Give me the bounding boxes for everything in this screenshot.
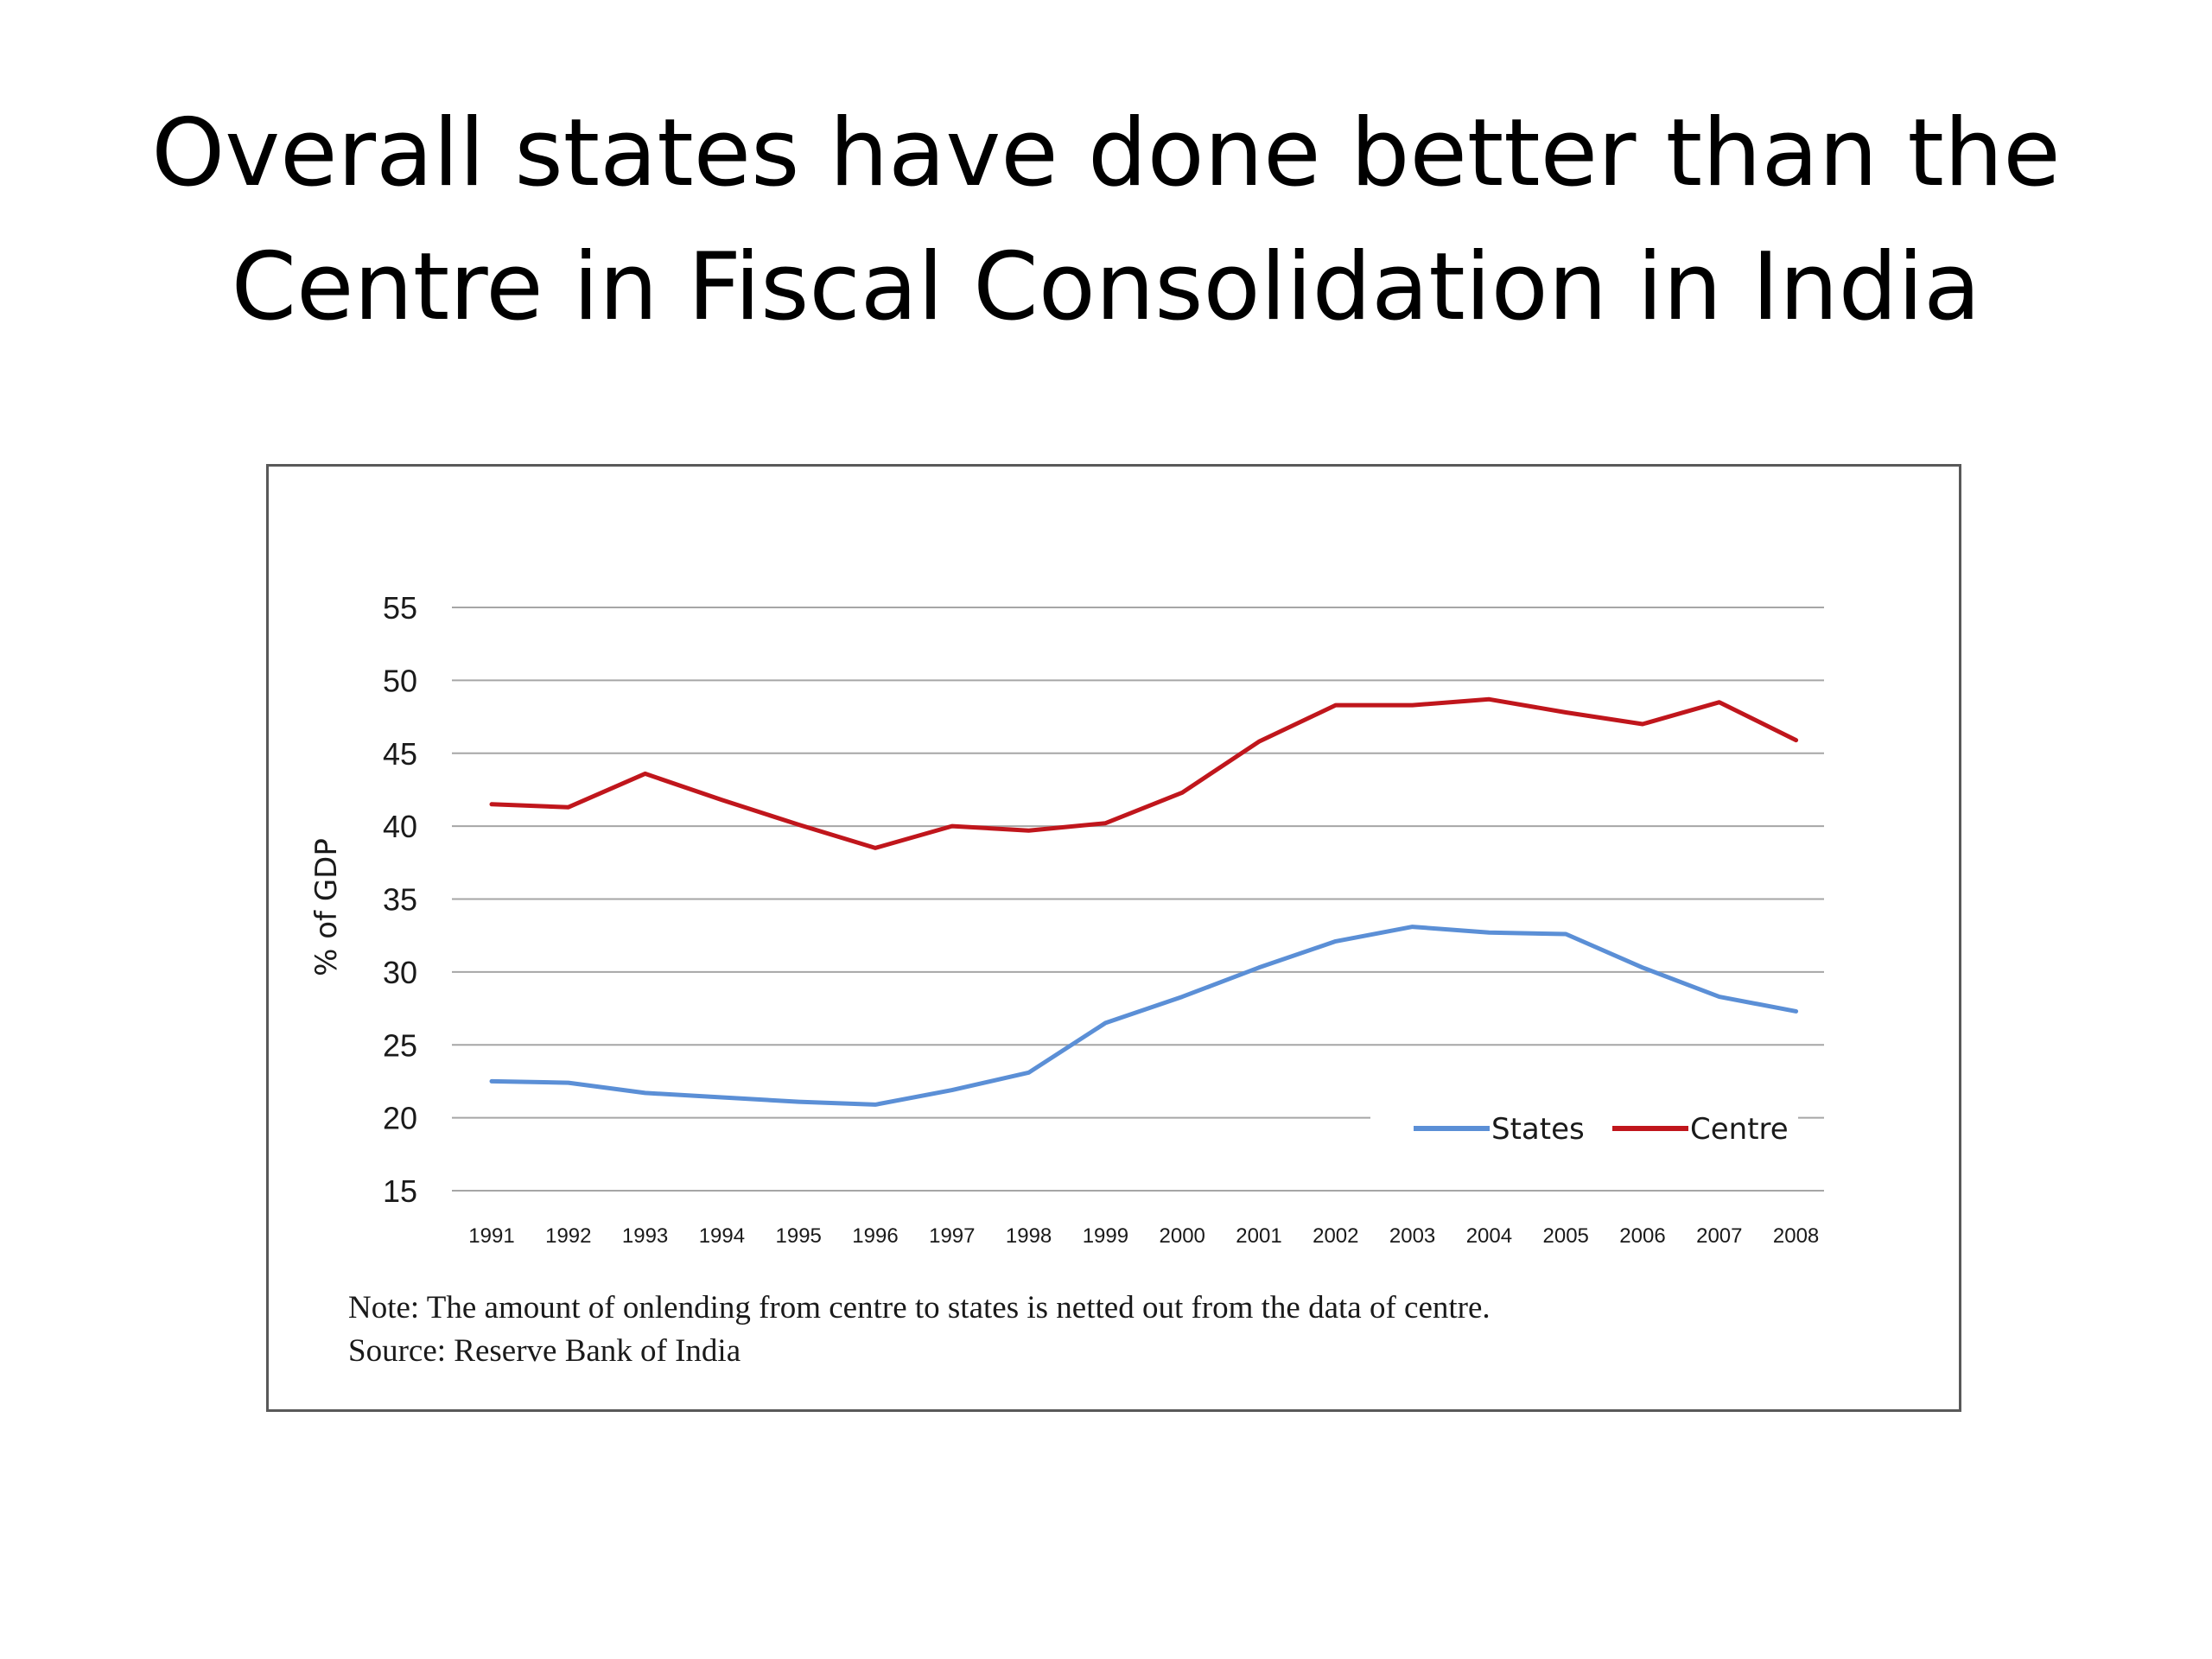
legend-label-centre: Centre <box>1690 1112 1789 1147</box>
x-tick-label: 1993 <box>622 1224 668 1248</box>
x-tick-label: 1996 <box>852 1224 898 1248</box>
y-tick-label: 30 <box>383 955 417 990</box>
x-tick-label: 2007 <box>1696 1224 1742 1248</box>
y-tick-label: 45 <box>383 736 417 772</box>
x-tick-label: 1999 <box>1083 1224 1128 1248</box>
y-tick-label: 20 <box>383 1101 417 1136</box>
y-tick-label: 40 <box>383 809 417 844</box>
x-tick-label: 1994 <box>699 1224 745 1248</box>
x-tick-label: 2004 <box>1466 1224 1512 1248</box>
y-tick-label: 55 <box>383 590 417 626</box>
x-tick-label: 2001 <box>1236 1224 1281 1248</box>
x-tick-label: 1992 <box>545 1224 591 1248</box>
x-tick-label: 2000 <box>1160 1224 1205 1248</box>
series-line-centre <box>489 696 1799 850</box>
x-tick-label: 2008 <box>1773 1224 1819 1248</box>
series-line-states <box>489 925 1799 1107</box>
chart-frame: 55 50 45 40 35 30 25 20 15 1991 1992 1993 1994 1995 19… <box>266 464 1961 1412</box>
y-tick-label: 25 <box>383 1027 417 1063</box>
x-tick-label: 2003 <box>1389 1224 1435 1248</box>
y-tick-label: 35 <box>383 882 417 918</box>
slide-title-line-1: Overall states have done better than the <box>151 99 2061 207</box>
slide-title-line-2: Centre in Fiscal Consolidation in India <box>231 233 1981 341</box>
x-tick-label: 2006 <box>1619 1224 1665 1248</box>
chart-source: Source: Reserve Bank of India <box>348 1333 741 1369</box>
y-tick-label: 50 <box>383 663 417 698</box>
legend-label-states: States <box>1491 1112 1585 1147</box>
x-tick-label: 1995 <box>776 1224 822 1248</box>
slide-title: Overall states have done better than the… <box>0 86 2212 354</box>
line-chart: 55 50 45 40 35 30 25 20 15 1991 1992 1993 1994 1995 19… <box>309 590 1824 1248</box>
x-tick-label: 2005 <box>1543 1224 1589 1248</box>
x-tick-label: 1998 <box>1006 1224 1052 1248</box>
x-tick-label: 2002 <box>1313 1224 1358 1248</box>
y-axis-label: % of GDP <box>309 838 344 976</box>
y-tick-label: 15 <box>383 1173 417 1209</box>
x-tick-label: 1991 <box>468 1224 514 1248</box>
x-tick-label: 1997 <box>929 1224 975 1248</box>
chart-note: Note: The amount of onlending from centr… <box>348 1290 1491 1325</box>
